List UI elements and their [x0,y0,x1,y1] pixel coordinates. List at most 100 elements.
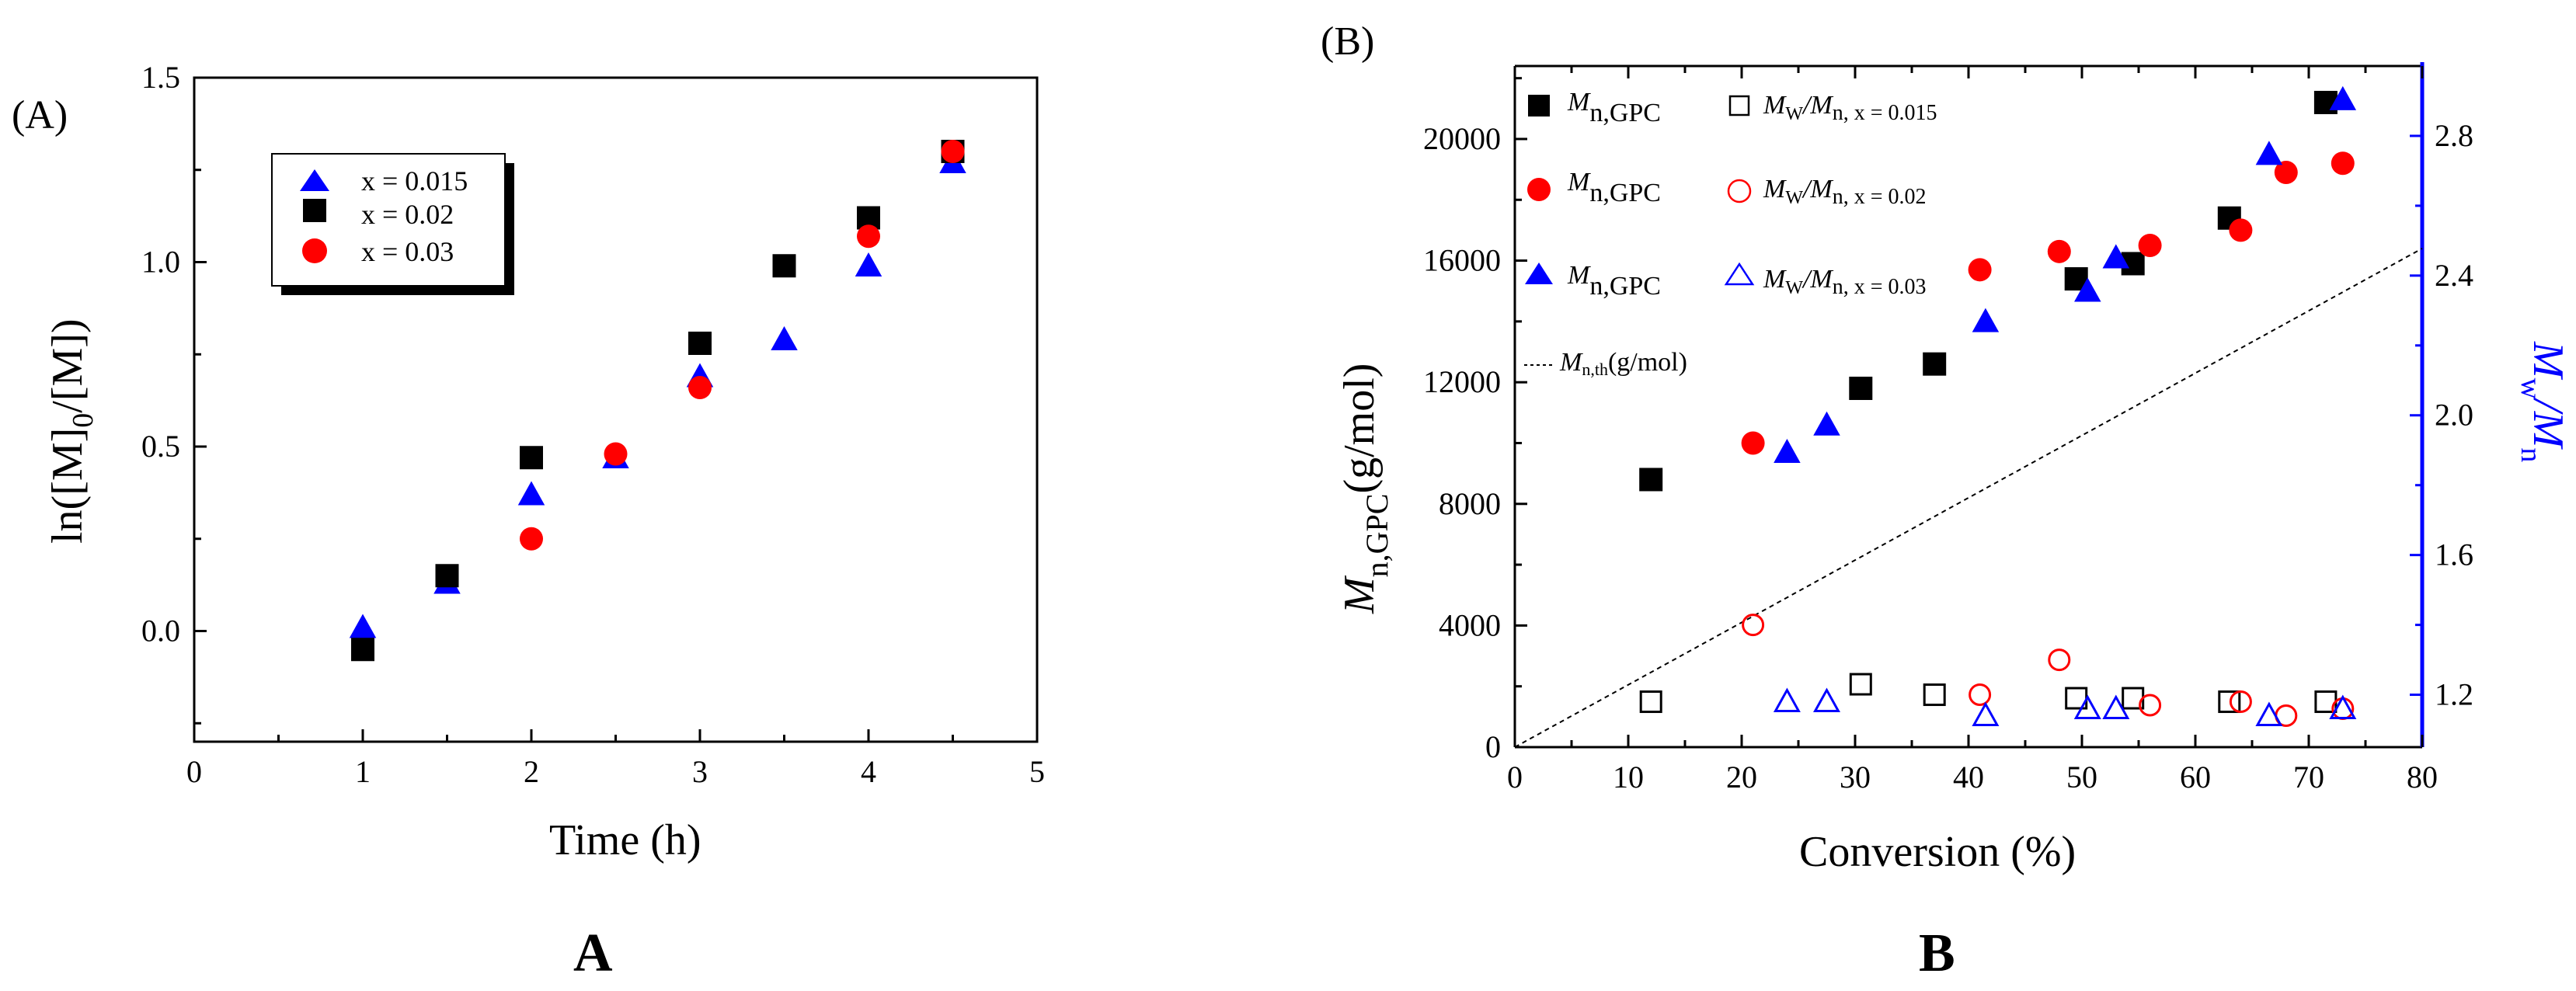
data-point-filled-circle [2274,161,2298,185]
legend-b-row1-sub: n,GPC [1589,99,1661,127]
legend-label-015: x = 0.015 [361,165,468,196]
data-point-triangle [771,326,798,351]
panel-b: (B) 0 10 20 30 40 50 60 70 80 0 4000 8000 12000 1600… [1321,19,2572,876]
panel-a-y-ticks: 0.0 0.5 1.0 1.5 [141,60,207,725]
legend-label-02: x = 0.02 [361,199,454,230]
data-point-square [772,254,796,278]
panel-b-y2label-sub: w [2515,378,2547,400]
panel-a-ylabel-part2: /[M]) [44,318,92,412]
x-tick-label: 30 [1840,760,1871,795]
data-point-open-circle [2139,694,2162,717]
legend-marker-square [303,199,326,222]
data-point-filled-triangle [1972,308,2000,332]
x-tick-label: 5 [1029,754,1045,789]
data-point-triangle [855,252,882,277]
theory-line [1514,248,2423,748]
x-tick-label: 80 [2407,760,2438,795]
legend-marker-triangle [300,169,329,191]
legend-b-row2-tail: n, x = 0.02 [1833,185,1927,209]
panel-a-data-points [349,140,966,662]
data-point-open-circle [2229,690,2252,714]
data-point-open-square [2218,690,2241,714]
panel-a-tag: (A) [12,93,68,137]
legend-b-triangle-open [1724,262,1755,286]
data-point-open-circle [2048,648,2071,672]
data-point-filled-triangle [1774,438,1801,464]
data-point-filled-triangle [1813,411,1840,436]
y2-tick-label: 2.4 [2435,258,2473,293]
x-tick-label: 4 [861,754,876,789]
panel-a-x-axis-title: Time (h) [549,816,701,864]
legend-b-row1-mw: M [1763,91,1787,120]
panel-b-y2-axis-title: Mw/Mn [2515,341,2572,462]
y-tick-label: 8000 [1439,486,1501,521]
x-tick-label: 70 [2293,760,2324,795]
legend-b-row3-w: W [1785,278,1803,298]
y2-tick-label: 2.8 [2435,118,2473,153]
data-point-open-square [1923,683,1946,707]
legend-b-row2-right: MW/Mn, x = 0.02 [1763,175,1927,209]
panel-a-y-axis-title: ln([M]0/[M]) [44,318,99,544]
data-point-filled-square [2313,90,2338,114]
y-tick-label: 0 [1485,729,1501,764]
legend-b-row3-right: MW/Mn, x = 0.03 [1763,265,1927,299]
y-tick-label: 16000 [1423,243,1501,278]
data-point-circle [857,224,880,249]
data-point-square [435,564,459,588]
legend-b-row1-left: Mn,GPC [1567,88,1661,127]
legend-b-row1-w: W [1785,104,1803,124]
y-tick-label: 12000 [1423,364,1501,399]
y-tick-label: 20000 [1423,121,1501,156]
panel-b-y2label-sub2: n [2515,447,2547,462]
data-point-open-triangle [2255,701,2283,726]
panel-b-y-axis-title: Mn,GPC(g/mol) [1335,363,1394,614]
legend-b-row2-sub: n,GPC [1589,179,1661,207]
legend-b-row3-mw: M [1763,265,1787,294]
caption-b: B [1919,923,1955,983]
legend-b-row2-mn: /M [1801,175,1833,203]
data-point-filled-square [1923,352,1947,376]
legend-b-row2-m: M [1567,168,1591,196]
theory-legend-m: M [1559,348,1583,377]
x-tick-label: 1 [355,754,371,789]
data-point-open-circle [1969,683,1992,707]
data-point-filled-circle [1968,258,1992,282]
panel-b-y2label-m2: /M [2524,397,2572,450]
data-point-open-triangle [2329,694,2357,719]
y-tick-label: 0.5 [141,429,180,464]
data-point-filled-circle [2047,239,2071,263]
data-point-filled-square [1849,377,1873,401]
panel-b-legend: Mn,GPC MW/Mn, x = 0.015 Mn,GPC MW/Mn, x … [1525,88,1937,301]
x-tick-label: 50 [2066,760,2097,795]
legend-b-triangle-filled [1525,263,1553,284]
data-point-filled-circle [2229,218,2253,242]
data-point-filled-triangle [2255,141,2283,165]
legend-b-square-filled [1528,95,1550,116]
data-point-filled-circle [2138,233,2162,257]
y-tick-label: 1.0 [141,245,180,280]
y-tick-label: 4000 [1439,607,1501,642]
data-point-filled-circle [2331,151,2355,176]
x-tick-label: 20 [1726,760,1757,795]
x-tick-label: 0 [186,754,202,789]
data-point-square [688,332,712,355]
panel-b-ylabel-tail: (g/mol) [1335,363,1384,494]
x-tick-label: 3 [692,754,708,789]
data-point-circle [604,442,628,466]
legend-b-circle-open [1727,179,1752,203]
panel-b-ylabel-m: M [1335,575,1384,614]
x-tick-label: 0 [1507,760,1523,795]
data-point-filled-triangle [2074,277,2101,302]
data-point-open-triangle [1773,687,1801,712]
data-point-filled-square [1639,468,1663,492]
legend-b-row3-left: Mn,GPC [1567,261,1661,301]
x-tick-label: 60 [2180,760,2211,795]
caption-a: A [573,923,613,983]
legend-b-row2-mw: M [1763,175,1787,203]
legend-b-row1-mn: /M [1801,91,1833,120]
theory-legend-sub: n,th [1582,360,1608,379]
data-point-filled-triangle [2102,244,2130,269]
data-point-square [351,638,374,662]
panel-b-y2-ticks: 1.2 1.6 2.0 2.4 2.8 [2410,118,2473,712]
legend-b-row1-right: MW/Mn, x = 0.015 [1763,91,1937,125]
